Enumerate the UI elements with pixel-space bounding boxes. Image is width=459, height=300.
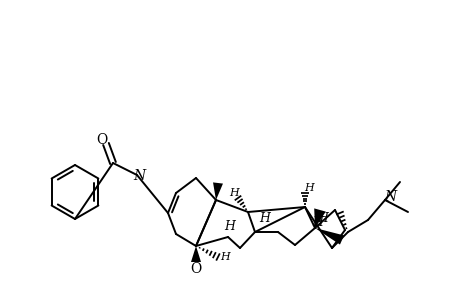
Text: N: N (383, 190, 395, 204)
Text: H: H (317, 212, 328, 226)
Polygon shape (313, 208, 325, 228)
Polygon shape (213, 182, 223, 200)
Text: H: H (259, 212, 270, 224)
Text: O: O (190, 262, 201, 276)
Text: H: H (303, 183, 313, 193)
Text: H: H (224, 220, 235, 233)
Text: H: H (220, 252, 230, 262)
Text: H: H (312, 215, 323, 229)
Text: N: N (133, 169, 145, 183)
Polygon shape (314, 228, 343, 244)
Polygon shape (190, 246, 201, 262)
Text: H: H (229, 188, 238, 198)
Text: O: O (96, 133, 107, 147)
